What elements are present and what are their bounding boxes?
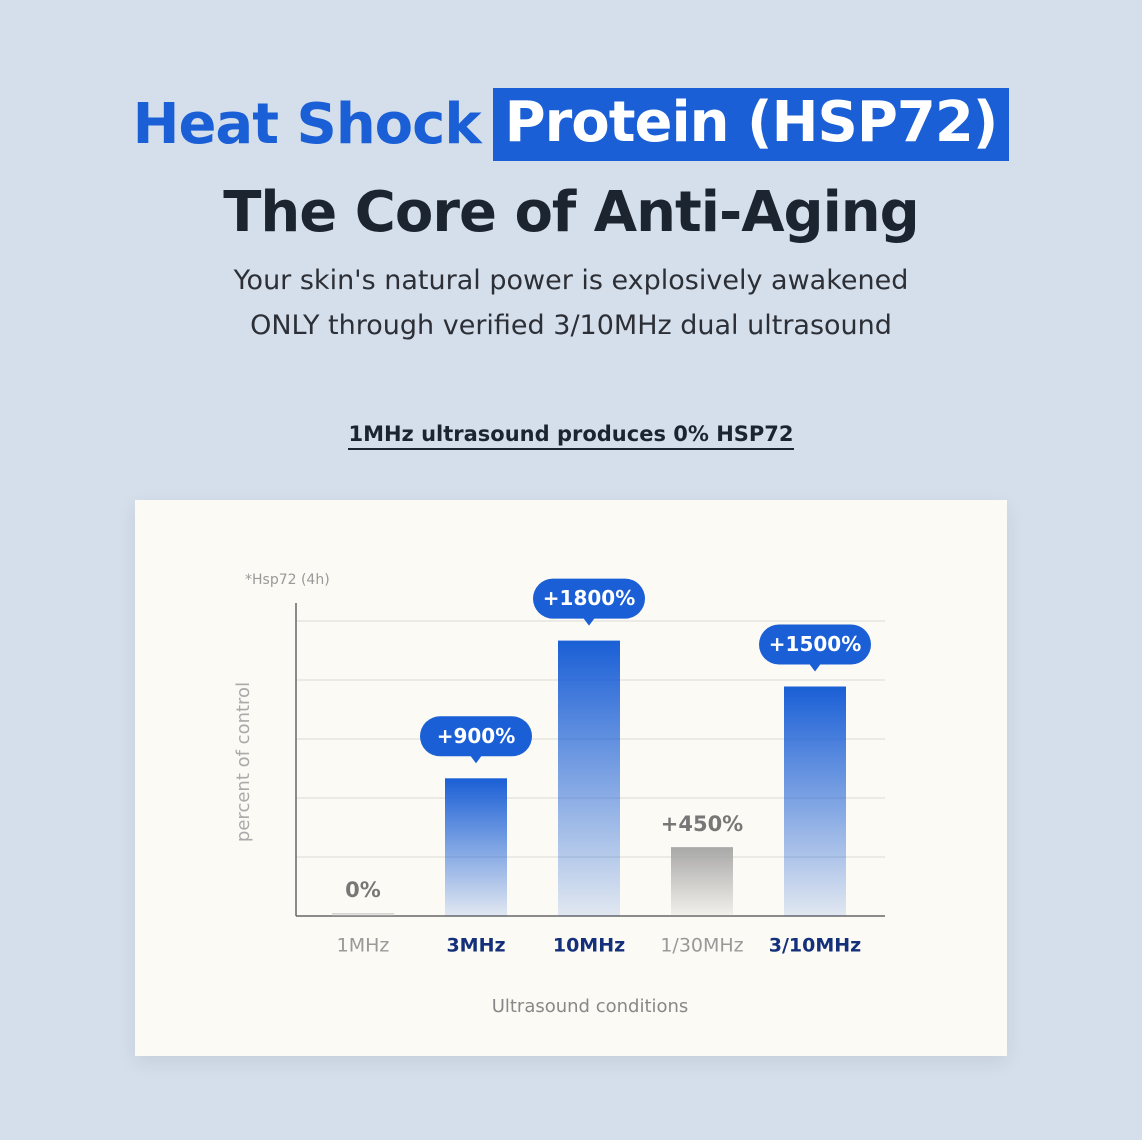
value-bubble	[759, 624, 871, 665]
value-label: 0%	[345, 878, 381, 902]
x-tick-label: 3/10MHz	[769, 935, 861, 957]
bubble-pointer	[583, 617, 595, 626]
x-tick-label: 1MHz	[337, 935, 390, 957]
value-label: +1800%	[543, 586, 635, 610]
value-bubble	[533, 578, 645, 619]
note: *Hsp72 (4h)	[245, 572, 330, 588]
x-axis-label: Ultrasound conditions	[492, 996, 689, 1017]
bar	[445, 778, 507, 916]
x-tick-label: 1/30MHz	[660, 935, 743, 957]
bubble-pointer	[470, 755, 482, 764]
y-axis-label: percent of control	[233, 682, 254, 842]
title-line: Heat Shock Protein (HSP72)	[0, 88, 1142, 161]
chart: *Hsp72 (4h) percent of control Ultrasoun…	[233, 572, 885, 1017]
bar	[784, 686, 846, 916]
value-label: +900%	[437, 724, 516, 748]
bubble-pointer	[809, 663, 821, 672]
subtitle: ONLY through verified 3/10MHz dual ultra…	[250, 310, 892, 341]
value-label: +1500%	[769, 632, 861, 656]
bar	[332, 913, 394, 916]
x-tick-label: 10MHz	[553, 935, 625, 957]
heading: 1MHz ultrasound produces 0% HSP72	[0, 422, 1142, 450]
subtitle: Your skin's natural power is explosively…	[233, 265, 909, 296]
x-tick-label: 3MHz	[446, 935, 505, 957]
value-bubble	[420, 716, 532, 757]
heading-text: 1MHz ultrasound produces 0% HSP72	[348, 422, 794, 450]
title-part: Heat Shock	[132, 92, 482, 157]
value-label: +450%	[661, 812, 743, 836]
title-highlight: Protein (HSP72)	[492, 88, 1010, 161]
bar	[671, 847, 733, 916]
title-line2: The Core of Anti-Aging	[223, 180, 920, 245]
bar	[558, 640, 620, 916]
